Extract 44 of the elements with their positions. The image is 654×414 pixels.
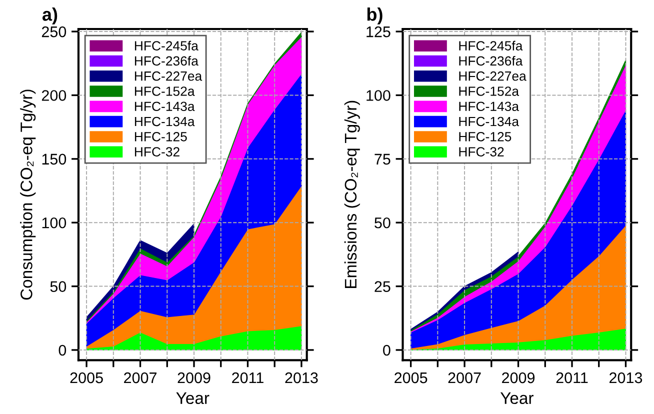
legend-label: HFC-152a <box>134 86 195 96</box>
y-tick-label: 200 <box>42 90 66 101</box>
y-tick-label: 100 <box>366 90 390 101</box>
x-tick-label: 2007 <box>448 372 481 384</box>
x-tick-label: 2009 <box>502 372 535 384</box>
x-tick-label: 2011 <box>232 372 264 384</box>
y-axis-title: Emissions (CO₂-eq Tg/yr) <box>344 100 360 288</box>
x-tick-label: 2005 <box>70 372 103 384</box>
legend-label: HFC-143a <box>134 102 195 112</box>
y-tick-label: 25 <box>374 281 390 292</box>
legend-label: HFC-236fa <box>134 56 198 66</box>
x-tick-label: 2007 <box>124 372 156 384</box>
y-tick-label: 150 <box>42 154 66 165</box>
y-tick-label: 75 <box>374 154 390 165</box>
legend-label: HFC-245fa <box>134 40 198 50</box>
legend-label: HFC-227ea <box>134 71 202 81</box>
x-tick-label: 2005 <box>394 372 428 384</box>
y-tick-label: 125 <box>366 26 390 38</box>
x-axis-title: Year <box>500 392 534 404</box>
legend-label: HFC-32 <box>134 147 180 156</box>
legend-label: HFC-227ea <box>459 71 526 81</box>
x-tick-label: 2011 <box>556 372 588 384</box>
legend-label: HFC-245fa <box>459 40 523 50</box>
chart-title: b) <box>367 8 382 24</box>
legend-label: HFC-134a <box>134 116 195 126</box>
legend-label: HFC-32 <box>459 147 504 156</box>
y-tick-label: 100 <box>42 217 66 228</box>
y-tick-label: 0 <box>58 344 66 356</box>
y-axis-title: Consumption (CO₂-eq Tg/yr) <box>20 90 36 300</box>
chart-title: a) <box>42 8 58 24</box>
legend-label: HFC-236fa <box>459 56 523 66</box>
legend-label: HFC-125 <box>134 132 187 142</box>
y-tick-label: 0 <box>383 344 390 356</box>
legend-label: HFC-134a <box>459 116 520 126</box>
x-axis-title: Year <box>176 392 210 404</box>
legend-label: HFC-143a <box>459 102 520 112</box>
y-tick-label: 50 <box>50 281 66 292</box>
legend-label: HFC-152a <box>459 86 520 96</box>
y-tick-label: 250 <box>42 26 66 38</box>
legend-label: HFC-125 <box>459 132 512 142</box>
x-tick-label: 2009 <box>178 372 210 384</box>
y-tick-label: 50 <box>374 217 390 228</box>
x-tick-label: 2013 <box>610 372 642 384</box>
x-tick-label: 2013 <box>285 372 318 384</box>
